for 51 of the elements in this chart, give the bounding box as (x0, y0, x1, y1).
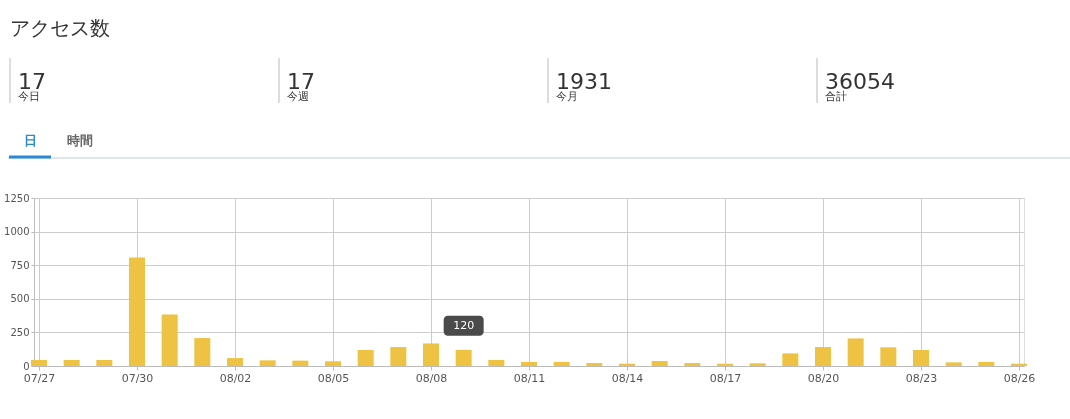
bar (292, 360, 309, 366)
x-tick-label: 08/26 (1003, 371, 1036, 385)
y-tick-label: 1250 (4, 192, 30, 204)
bar (651, 361, 668, 366)
text: 日 (23, 133, 37, 148)
bar (129, 257, 145, 366)
bar (749, 363, 766, 366)
x-tick-label: 07/30 (121, 371, 154, 385)
bar (455, 349, 472, 366)
bar (880, 347, 897, 366)
bar (96, 359, 113, 366)
x-tick-label: 08/23 (905, 371, 938, 385)
bar (31, 359, 47, 366)
x-tick-label: 08/20 (807, 371, 840, 385)
bar (161, 314, 178, 366)
bar (815, 347, 831, 366)
x-tick-label: 07/27 (23, 371, 56, 385)
bar (945, 362, 962, 366)
bar (553, 361, 570, 366)
x-tick-label: 08/14 (611, 371, 644, 385)
bar (390, 347, 407, 366)
bar (63, 359, 80, 366)
bar (488, 359, 505, 366)
text: 今月 (556, 90, 578, 103)
data-label: 120 (453, 318, 475, 332)
bar (684, 363, 701, 366)
y-tick-label: 0 (23, 360, 30, 372)
x-tick-label: 08/17 (709, 371, 742, 385)
bar (227, 358, 243, 366)
text: 今週 (287, 90, 309, 103)
y-tick-label: 750 (10, 259, 30, 271)
y-tick-label: 250 (10, 326, 30, 338)
y-tick-label: 500 (10, 293, 30, 305)
bar (782, 353, 799, 366)
x-tick-label: 08/08 (415, 371, 448, 385)
x-tick-label: 08/02 (219, 371, 252, 385)
bar (259, 360, 276, 366)
bar (586, 363, 603, 366)
bar (913, 350, 929, 366)
x-tick-label: 08/05 (317, 371, 350, 385)
bar (357, 350, 374, 366)
bar (847, 338, 864, 366)
bar (423, 343, 439, 366)
x-tick-label: 08/11 (513, 371, 546, 385)
bar (325, 361, 341, 366)
y-tick-label: 1000 (4, 226, 30, 238)
bar (521, 361, 537, 366)
bar (978, 361, 995, 366)
chart-title: アクセス数 (10, 16, 110, 40)
text: 時間 (67, 133, 93, 148)
bar (194, 338, 211, 366)
